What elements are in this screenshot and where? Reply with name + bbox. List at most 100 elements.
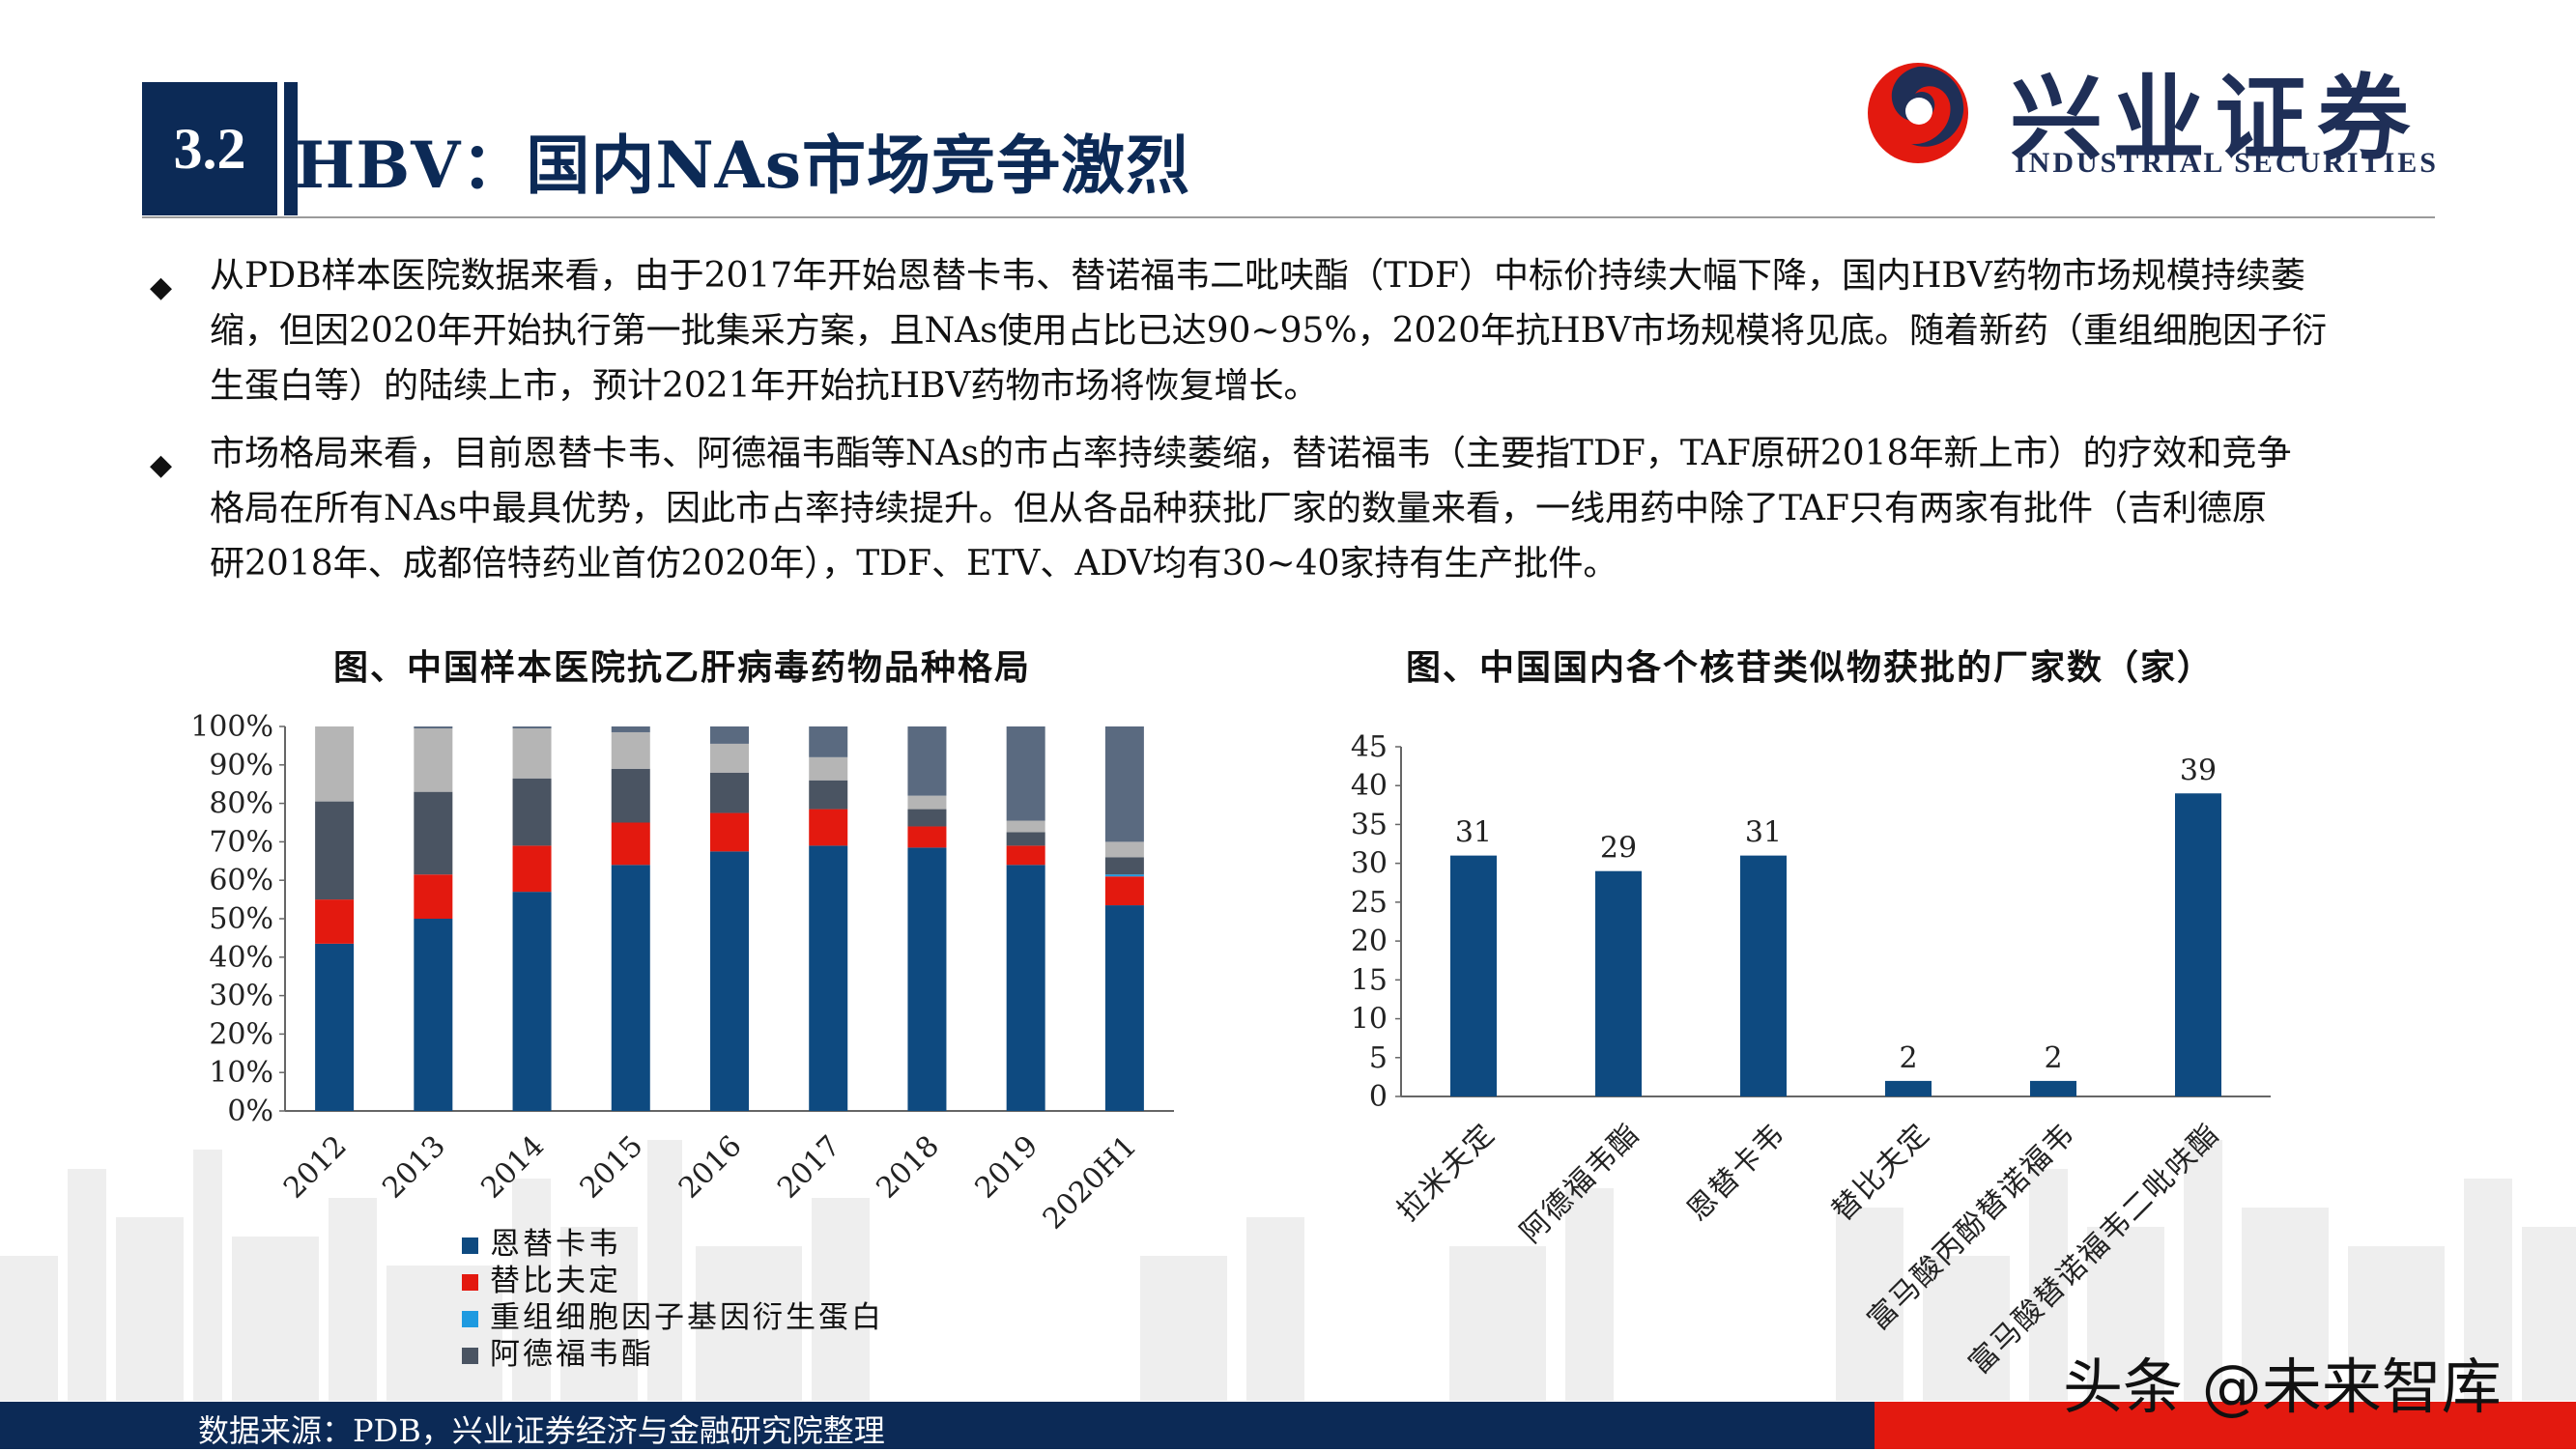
skyline-background bbox=[0, 1140, 2576, 1401]
stacked-bar-segment bbox=[512, 727, 552, 779]
stacked-bar-segment bbox=[1006, 820, 1045, 833]
stacked-bar-segment bbox=[907, 809, 947, 827]
y-tick-label: 80% bbox=[209, 787, 273, 821]
x-tick-label: 恩替卡韦 bbox=[1680, 1117, 1791, 1228]
bar bbox=[2030, 1080, 2076, 1096]
legend-item: 阿德福韦酯 bbox=[462, 1329, 654, 1373]
stacked-bar-segment bbox=[710, 743, 749, 773]
x-tick-label: 阿德福韦酯 bbox=[1514, 1117, 1647, 1250]
diamond-bullet-icon: ◆ bbox=[150, 448, 173, 482]
footer-bar-navy bbox=[0, 1402, 1875, 1449]
y-tick-label: 45 bbox=[1351, 730, 1388, 764]
footer-bar-red bbox=[1875, 1402, 2576, 1449]
page-title: HBV：国内NAs市场竞争激烈 bbox=[295, 128, 1191, 203]
stacked-bar-segment bbox=[1104, 905, 1144, 1111]
section-number: 3.2 bbox=[142, 82, 277, 215]
x-tick-label: 替比夫定 bbox=[1825, 1117, 1936, 1228]
y-tick-label: 20 bbox=[1351, 925, 1388, 958]
stacked-bar-segment bbox=[809, 809, 848, 846]
data-label: 39 bbox=[2180, 754, 2217, 787]
stacked-bar-segment bbox=[1104, 876, 1144, 906]
legend-item: 恩替卡韦 bbox=[462, 1219, 621, 1263]
stacked-bar-segment bbox=[809, 845, 848, 1111]
y-tick-label: 0 bbox=[1369, 1080, 1388, 1114]
data-label: 2 bbox=[1899, 1041, 1917, 1075]
stacked-bar-segment bbox=[907, 795, 947, 810]
stacked-bar-segment bbox=[315, 899, 355, 944]
legend-label: 恩替卡韦 bbox=[490, 1227, 621, 1262]
x-tick-label: 2016 bbox=[673, 1129, 749, 1206]
y-tick-label: 10 bbox=[1351, 1003, 1388, 1037]
y-tick-label: 40% bbox=[209, 941, 273, 975]
industrial-securities-logo-icon bbox=[1868, 63, 1968, 163]
stacked-bar-segment bbox=[315, 801, 355, 900]
stacked-bar-segment bbox=[710, 772, 749, 813]
x-tick-label: 2018 bbox=[870, 1129, 946, 1206]
y-tick-label: 35 bbox=[1351, 808, 1388, 841]
x-tick-label: 2014 bbox=[474, 1129, 551, 1206]
stacked-bar-segment bbox=[1104, 726, 1144, 842]
x-tick-label: 2013 bbox=[376, 1129, 452, 1206]
stacked-bar-segment bbox=[414, 727, 453, 792]
y-tick-label: 10% bbox=[209, 1056, 273, 1090]
x-tick-label: 2015 bbox=[574, 1129, 650, 1206]
x-tick-label: 拉米夫定 bbox=[1390, 1117, 1502, 1228]
data-label: 31 bbox=[1745, 816, 1782, 850]
stacked-bar-segment bbox=[611, 865, 650, 1111]
diamond-bullet-icon: ◆ bbox=[150, 270, 173, 304]
stacked-bar-segment bbox=[315, 943, 355, 1111]
x-tick-label: 2012 bbox=[277, 1129, 354, 1206]
legend-label: 阿德福韦酯 bbox=[490, 1337, 654, 1372]
stacked-bar-segment bbox=[512, 778, 552, 846]
x-tick-label: 2020H1 bbox=[1037, 1129, 1144, 1237]
bar bbox=[1595, 870, 1642, 1096]
manufacturer-count-bar-chart: 0 5 10 15 20 25 30 35 40 45 31 拉米夫定 29 阿德福韦酯 31 恩替卡韦 2 替比… bbox=[1351, 730, 2271, 1381]
stacked-bar-segment bbox=[611, 822, 650, 866]
stacked-bar-segment bbox=[809, 726, 848, 757]
stacked-bar-segment bbox=[512, 845, 552, 893]
bar bbox=[1885, 1080, 1932, 1096]
paragraph-line: 生蛋白等）的陆续上市，预计2021年开始抗HBV药物市场将恢复增长。 bbox=[210, 366, 1319, 406]
stacked-bar-segment bbox=[611, 768, 650, 823]
y-tick-label: 60% bbox=[209, 864, 273, 897]
stacked-bar-segment bbox=[710, 812, 749, 852]
stacked-bar-segment bbox=[1104, 841, 1144, 858]
legend-item: 重组细胞因子基因衍生蛋白 bbox=[462, 1293, 884, 1336]
stacked-bar-segment bbox=[414, 791, 453, 875]
y-tick-label: 15 bbox=[1351, 963, 1388, 997]
data-label: 29 bbox=[1600, 832, 1637, 866]
stacked-bar-segment bbox=[414, 874, 453, 919]
data-label: 2 bbox=[2044, 1041, 2062, 1075]
y-tick-label: 25 bbox=[1351, 886, 1388, 920]
y-tick-label: 30% bbox=[209, 980, 273, 1013]
stacked-bar-segment bbox=[1006, 845, 1045, 866]
stacked-bar-segment bbox=[809, 756, 848, 781]
x-tick-label: 2017 bbox=[771, 1129, 847, 1206]
paragraph-line: 从PDB样本医院数据来看，由于2017年开始恩替卡韦、替诺福韦二吡呋酯（TDF）… bbox=[210, 256, 2305, 296]
logo-chinese-name: 兴业证券 bbox=[2010, 65, 2419, 173]
stacked-bar-segment bbox=[611, 726, 650, 732]
y-tick-label: 50% bbox=[209, 902, 273, 936]
legend-label: 替比夫定 bbox=[490, 1264, 621, 1298]
stacked-bar-segment bbox=[512, 892, 552, 1111]
x-tick-label: 2019 bbox=[969, 1129, 1045, 1206]
stacked-bar-segment bbox=[907, 847, 947, 1111]
y-tick-label: 40 bbox=[1351, 769, 1388, 803]
stacked-bar-segment bbox=[710, 726, 749, 744]
y-tick-label: 70% bbox=[209, 825, 273, 859]
y-tick-label: 20% bbox=[209, 1017, 273, 1051]
stacked-bar-segment bbox=[1104, 857, 1144, 875]
market-share-stacked-bar-chart: 0% 10% 20% 30% 40% 50% 60% 70% 80% 90% 100% 2012 201… bbox=[190, 710, 1174, 1237]
legend-swatch bbox=[462, 1238, 478, 1254]
y-tick-label: 30 bbox=[1351, 847, 1388, 881]
stacked-bar-segment bbox=[1006, 865, 1045, 1111]
bullet-paragraph: ◆ 从PDB样本医院数据来看，由于2017年开始恩替卡韦、替诺福韦二吡呋酯（TD… bbox=[150, 248, 2440, 417]
title-accent-bar bbox=[284, 82, 298, 215]
header-divider bbox=[142, 216, 2435, 218]
legend-swatch bbox=[462, 1274, 478, 1291]
stacked-bar-segment bbox=[512, 726, 552, 728]
paragraph-line: 缩，但因2020年开始执行第一批集采方案，且NAs使用占比已达90~95%，20… bbox=[210, 311, 2328, 351]
legend-item: 替比夫定 bbox=[462, 1256, 621, 1299]
paragraph-line: 格局在所有NAs中最具优势，因此市占率持续提升。但从各品种获批厂家的数量来看，一… bbox=[210, 489, 2267, 528]
stacked-bar-segment bbox=[414, 919, 453, 1111]
